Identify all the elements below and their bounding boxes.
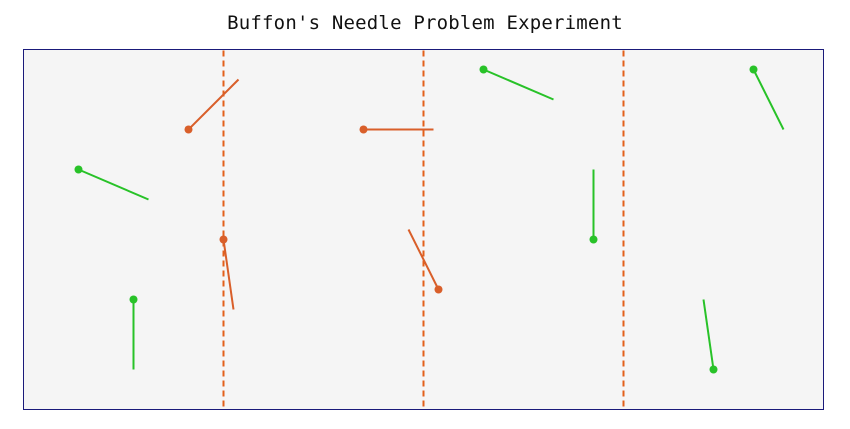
page-title: Buffon's Needle Problem Experiment <box>227 12 623 34</box>
needle-head-dot <box>589 235 598 244</box>
non-crossing-needle-10 <box>702 299 718 374</box>
needle-head-dot <box>219 235 228 244</box>
crossing-needle-4 <box>407 229 443 294</box>
needle-line <box>702 299 715 370</box>
crossing-needle-1 <box>184 78 240 134</box>
needle-board <box>23 49 824 410</box>
needle-head-dot <box>479 65 488 74</box>
needle-line <box>407 229 440 290</box>
needle-line <box>752 69 785 130</box>
non-crossing-needle-6 <box>129 295 138 370</box>
needle-line <box>222 239 235 310</box>
crossing-needle-2 <box>359 125 434 134</box>
needle-head-dot <box>184 125 193 134</box>
needles <box>74 65 785 374</box>
crossing-needle-3 <box>219 235 235 310</box>
non-crossing-needle-5 <box>74 165 149 201</box>
non-crossing-needle-7 <box>479 65 554 101</box>
needle-line <box>483 68 554 101</box>
needle-head-dot <box>359 125 368 134</box>
needle-head-dot <box>129 295 138 304</box>
board-background <box>23 49 824 410</box>
needle-head-dot <box>709 365 718 374</box>
needle-head-dot <box>434 285 443 294</box>
needle-line <box>78 168 149 201</box>
needle-head-dot <box>74 165 83 174</box>
needle-head-dot <box>749 65 758 74</box>
needle-line <box>187 78 240 131</box>
non-crossing-needle-9 <box>749 65 785 130</box>
non-crossing-needle-8 <box>589 169 598 244</box>
